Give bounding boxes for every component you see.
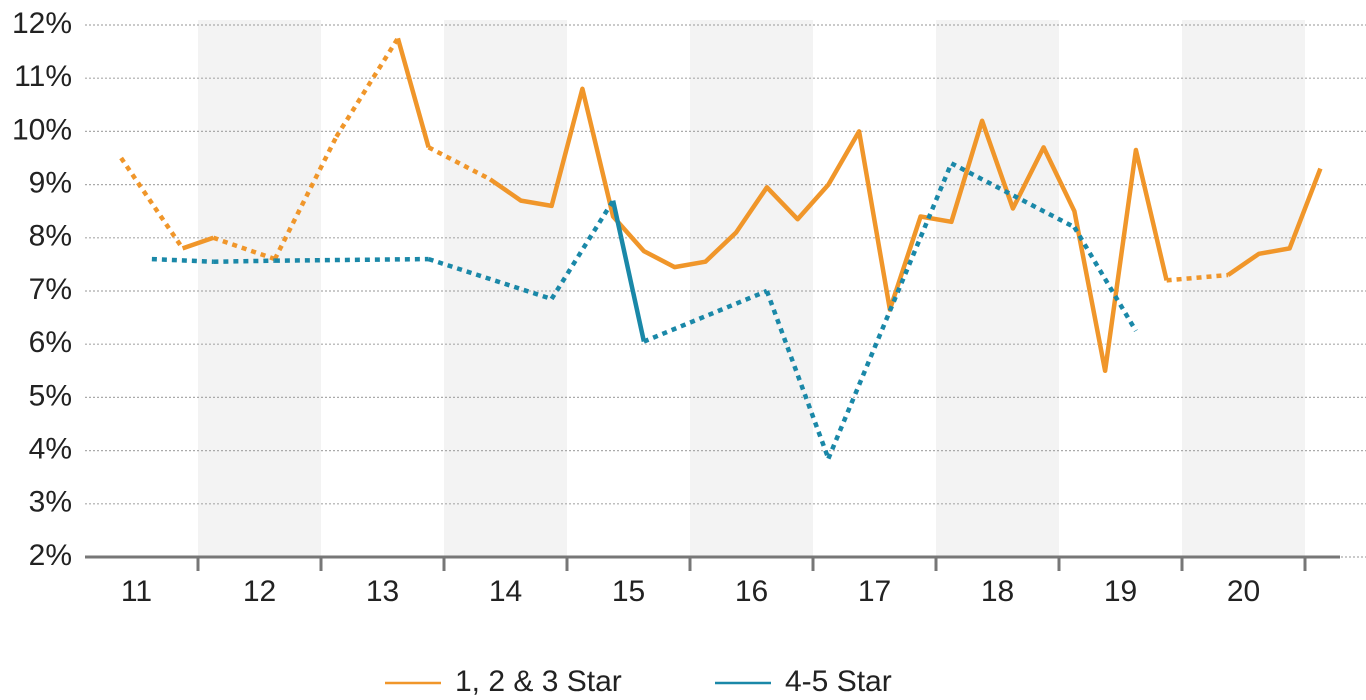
y-tick-label: 7% [29,273,72,306]
y-tick-label: 6% [29,326,72,359]
band [1182,20,1305,557]
gap-bridge [1072,226,1138,333]
gap-bridge [427,145,492,182]
legend-label: 1, 2 & 3 Star [455,665,622,698]
x-tick-label: 15 [612,575,645,608]
gap-bridge [950,161,1076,230]
gap-bridge [826,162,954,460]
gap-bridge [151,256,214,264]
gap-bridge [334,37,400,138]
band [444,20,567,557]
x-tick-label: 13 [366,575,399,608]
gap-bridge [427,256,553,302]
band [198,20,321,557]
y-tick-label: 8% [29,220,72,253]
x-tick-label: 14 [489,575,522,608]
x-tick-label: 20 [1227,575,1260,608]
x-tick-label: 11 [121,575,152,608]
y-tick-label: 10% [12,113,72,146]
y-tick-label: 12% [12,7,72,40]
gap-bridge [274,256,429,263]
gap-bridge [213,258,275,264]
band [936,20,1059,557]
y-tick-label: 4% [29,433,72,466]
x-tick-label: 12 [243,575,276,608]
gap-bridge [643,288,768,344]
band [690,20,813,557]
gap-bridge [1166,272,1229,283]
y-tick-label: 2% [29,539,72,572]
x-tick-label: 16 [735,575,768,608]
y-tick-label: 9% [29,167,72,200]
legend-label: 4-5 Star [785,665,892,698]
gap-bridge [212,235,276,262]
gap-bridge [272,135,339,261]
bands [198,20,1305,557]
y-tick-label: 11% [14,60,72,93]
x-tick-label: 19 [1104,575,1137,608]
gap-bridge [119,156,185,250]
y-tick-label: 3% [29,486,72,519]
x-tick-label: 17 [858,575,891,608]
x-tick-label: 18 [981,575,1014,608]
series-line [181,37,1323,374]
y-tick-label: 5% [29,379,72,412]
